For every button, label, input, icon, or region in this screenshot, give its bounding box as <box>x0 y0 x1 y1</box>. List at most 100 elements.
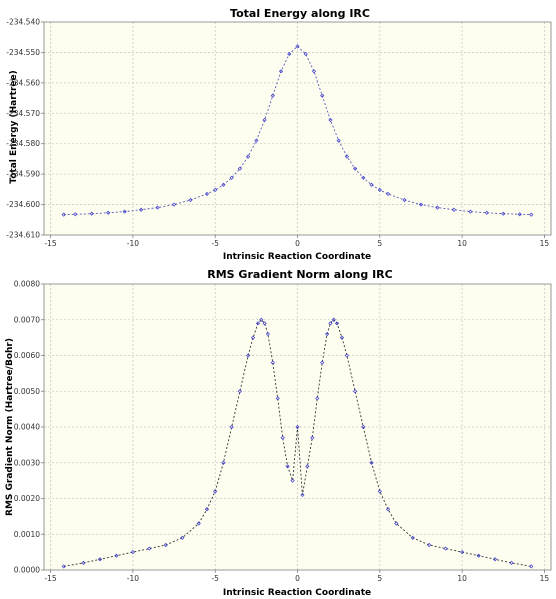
data-point <box>246 353 251 358</box>
data-point <box>229 175 234 180</box>
data-point <box>315 396 320 401</box>
x-tick-label: -5 <box>211 574 219 583</box>
data-point <box>270 93 275 98</box>
data-point <box>221 182 226 187</box>
data-point <box>180 535 185 540</box>
data-point <box>443 546 448 551</box>
x-tick-label: 5 <box>377 239 382 248</box>
data-point <box>300 492 305 498</box>
data-point <box>353 389 358 394</box>
data-point <box>361 424 366 430</box>
x-tick-label: -10 <box>127 574 139 583</box>
data-point <box>320 360 325 365</box>
data-point <box>328 321 333 326</box>
x-tick-label: 5 <box>377 574 382 583</box>
data-point <box>278 69 284 74</box>
data-point <box>509 560 514 565</box>
data-point <box>295 44 300 49</box>
data-point <box>204 191 210 197</box>
y-tick-label: 0.0070 <box>14 315 40 324</box>
x-axis-label: Intrinsic Reaction Coordinate <box>223 588 371 598</box>
data-point <box>361 175 366 180</box>
x-tick-label: 10 <box>457 239 467 248</box>
x-tick-label: 15 <box>540 574 550 583</box>
data-point <box>237 166 242 171</box>
data-point <box>334 321 340 326</box>
data-point <box>130 550 135 555</box>
data-point <box>213 489 218 494</box>
y-tick-label: -234.570 <box>6 109 40 118</box>
x-tick-label: 15 <box>540 239 550 248</box>
data-point <box>310 435 315 440</box>
data-point <box>385 507 391 512</box>
data-point <box>377 489 382 494</box>
x-tick-label: 0 <box>295 574 300 583</box>
data-point <box>402 197 407 203</box>
data-point <box>259 317 264 322</box>
data-point <box>81 560 86 565</box>
data-point <box>344 353 349 358</box>
data-point <box>339 335 345 340</box>
y-tick-label: 0.0010 <box>14 530 40 539</box>
data-point <box>328 117 333 123</box>
data-point <box>97 557 103 562</box>
data-point <box>501 211 506 216</box>
data-point <box>492 557 498 562</box>
y-tick-label: -234.560 <box>6 78 40 87</box>
y-axis-label: RMS Gradient Norm (Hartree/Bohr) <box>5 338 15 516</box>
data-point <box>331 317 336 322</box>
data-point <box>529 212 534 217</box>
data-point <box>369 182 374 187</box>
data-point <box>427 542 432 548</box>
data-point <box>73 212 78 217</box>
data-point <box>221 460 226 465</box>
y-tick-label: -234.550 <box>6 48 40 57</box>
y-tick-label: -234.610 <box>6 231 40 240</box>
data-point <box>529 564 534 569</box>
y-tick-label: -234.590 <box>6 170 40 179</box>
y-tick-label: -234.580 <box>6 139 40 148</box>
data-point <box>147 546 152 551</box>
data-point <box>139 207 144 212</box>
y-tick-label: 0.0060 <box>14 351 40 360</box>
y-tick-label: 0.0020 <box>14 494 40 503</box>
y-tick-label: 0.0080 <box>14 280 40 289</box>
data-point <box>476 553 481 558</box>
data-point <box>311 69 317 74</box>
x-axis-label: Intrinsic Reaction Coordinate <box>223 252 371 262</box>
data-point <box>468 209 473 214</box>
data-point <box>320 93 325 98</box>
data-point <box>377 187 382 193</box>
data-point <box>303 51 308 57</box>
data-point <box>196 521 201 526</box>
data-point <box>287 51 292 57</box>
data-point <box>61 564 66 569</box>
y-tick-label: 0.0000 <box>14 566 40 575</box>
data-point <box>250 335 256 340</box>
data-point <box>188 197 193 203</box>
chart-title: Total Energy along IRC <box>230 7 370 20</box>
data-point <box>325 331 330 337</box>
data-point <box>353 166 358 171</box>
x-tick-label: -5 <box>211 239 219 248</box>
y-tick-label: 0.0040 <box>14 423 40 432</box>
data-point <box>290 478 295 483</box>
data-point <box>517 212 522 217</box>
data-point <box>305 464 310 469</box>
y-tick-label: 0.0050 <box>14 387 40 396</box>
data-point <box>410 535 415 540</box>
data-point <box>229 424 234 430</box>
data-point <box>155 205 160 210</box>
data-point <box>394 521 399 526</box>
y-axis-label: Total Energy (Hartree) <box>9 70 19 183</box>
data-point <box>122 209 127 214</box>
data-point <box>61 212 66 217</box>
data-point <box>285 464 290 469</box>
data-point <box>369 460 374 465</box>
rms-gradient-chart: RMS Gradient Norm along IRC RMS Gradient… <box>5 268 552 598</box>
data-point <box>89 211 94 216</box>
data-point <box>204 507 210 512</box>
data-point <box>460 550 465 555</box>
data-point <box>237 389 242 394</box>
y-tick-label: 0.0030 <box>14 458 40 467</box>
